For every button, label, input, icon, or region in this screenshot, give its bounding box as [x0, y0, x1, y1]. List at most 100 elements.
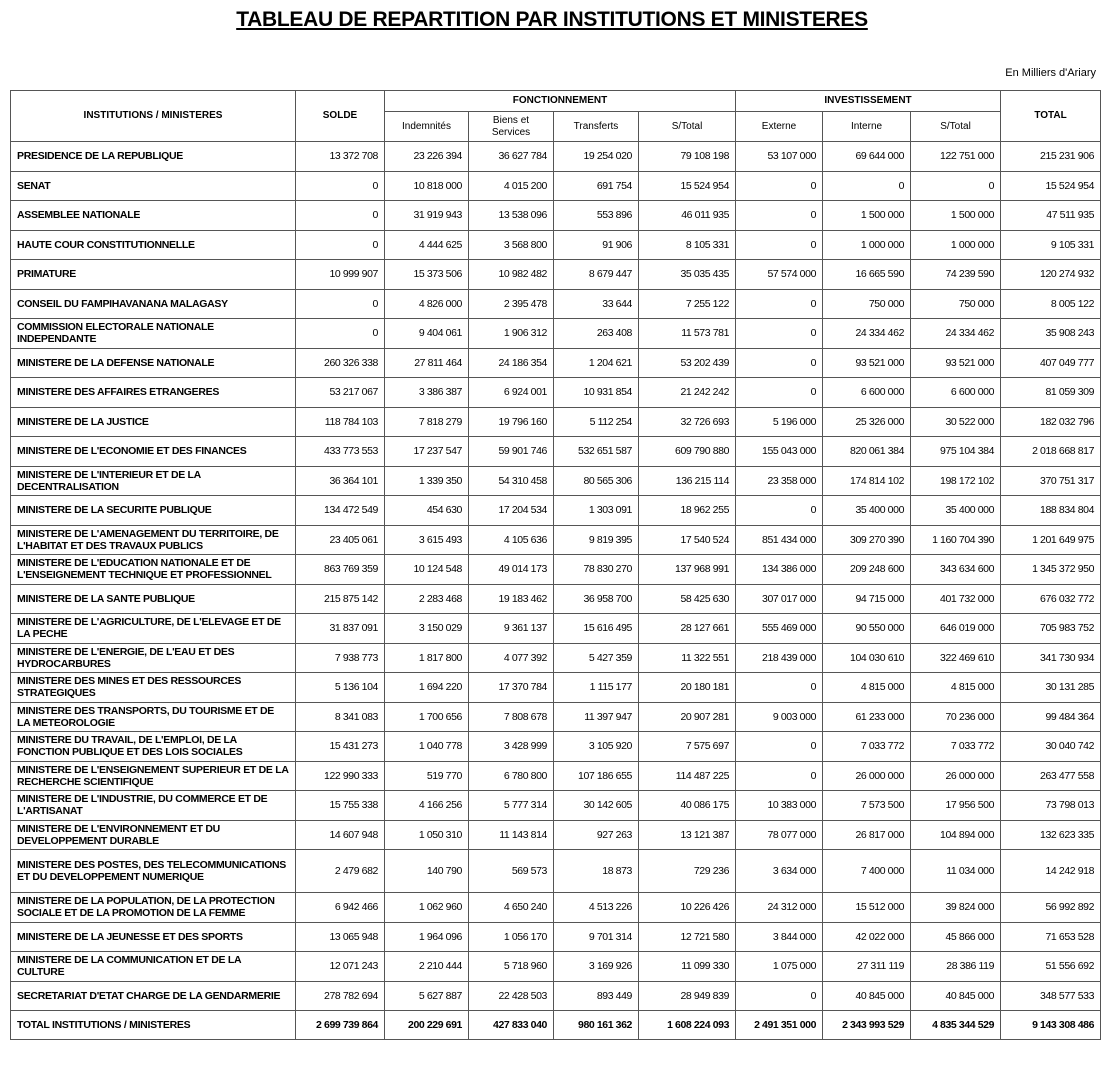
cell-transferts: 30 142 605	[553, 790, 639, 821]
cell-stotal-investissement: 39 824 000	[910, 892, 1002, 923]
cell-biens-services: 22 428 503	[468, 980, 554, 1011]
cell-transferts: 1 303 091	[553, 495, 639, 526]
cell-indemnites: 1 700 656	[384, 701, 469, 732]
cell-biens-services: 7 808 678	[468, 701, 554, 732]
cell-interne: 7 033 772	[822, 731, 912, 762]
cell-interne: 7 573 500	[822, 790, 912, 821]
cell-solde: 2 479 682	[295, 849, 385, 893]
cell-transferts: 553 896	[553, 200, 639, 231]
cell-transferts: 11 397 947	[553, 701, 639, 732]
cell-biens-services: 6 780 800	[468, 760, 554, 791]
cell-stotal-fonctionnement: 11 573 781	[637, 318, 737, 349]
cell-interne: 26 817 000	[822, 819, 912, 850]
cell-biens-services: 1 056 170	[468, 921, 554, 952]
cell-stotal-fonctionnement: 13 121 387	[637, 819, 737, 850]
cell-indemnites: 17 237 547	[384, 436, 469, 467]
cell-biens-services: 24 186 354	[468, 347, 554, 378]
cell-stotal-fonctionnement: 7 575 697	[637, 731, 737, 762]
cell-interne: 0	[822, 170, 912, 201]
cell-institution: MINISTERE DES MINES ET DES RESSOURCES ST…	[10, 672, 296, 703]
cell-stotal-investissement: 1 500 000	[910, 200, 1002, 231]
cell-biens-services: 19 183 462	[468, 583, 554, 614]
cell-indemnites: 2 283 468	[384, 583, 469, 614]
cell-total: 30 040 742	[1000, 731, 1102, 762]
cell-externe: 134 386 000	[735, 554, 824, 585]
cell-stotal-fonctionnement: 53 202 439	[637, 347, 737, 378]
cell-externe: 0	[735, 200, 824, 231]
cell-transferts: 5 427 359	[553, 642, 639, 673]
cell-solde: 0	[295, 318, 385, 349]
cell-solde: 7 938 773	[295, 642, 385, 673]
cell-biens-services: 3 568 800	[468, 229, 554, 260]
cell-transferts: 15 616 495	[553, 613, 639, 644]
cell-transferts: 1 115 177	[553, 672, 639, 703]
cell-externe: 3 844 000	[735, 921, 824, 952]
cell-biens-services: 9 361 137	[468, 613, 554, 644]
cell-stotal-investissement: 1 160 704 390	[910, 524, 1002, 555]
header-fonctionnement: FONCTIONNEMENT	[383, 90, 737, 112]
cell-interne: 16 665 590	[822, 259, 912, 290]
cell-total: 14 242 918	[1000, 849, 1102, 893]
cell-stotal-investissement: 11 034 000	[910, 849, 1002, 893]
cell-stotal-fonctionnement: 21 242 242	[637, 377, 737, 408]
cell-transferts: 80 565 306	[553, 465, 639, 496]
table-row: MINISTERE DE LA DEFENSE NATIONALE 260 326…	[10, 347, 1102, 378]
cell-total: 705 983 752	[1000, 613, 1102, 644]
cell-stotal-investissement: 35 400 000	[910, 495, 1002, 526]
cell-interne: 104 030 610	[822, 642, 912, 673]
cell-stotal-investissement: 4 835 344 529	[910, 1010, 1002, 1040]
cell-biens-services: 13 538 096	[468, 200, 554, 231]
cell-transferts: 78 830 270	[553, 554, 639, 585]
cell-externe: 3 634 000	[735, 849, 824, 893]
cell-indemnites: 4 166 256	[384, 790, 469, 821]
cell-transferts: 9 819 395	[553, 524, 639, 555]
header-externe: Externe	[735, 111, 824, 142]
cell-interne: 26 000 000	[822, 760, 912, 791]
cell-total: 182 032 796	[1000, 406, 1102, 437]
cell-total: 73 798 013	[1000, 790, 1102, 821]
cell-solde: 23 405 061	[295, 524, 385, 555]
cell-stotal-fonctionnement: 11 322 551	[637, 642, 737, 673]
cell-institution: MINISTERE DE LA POPULATION, DE LA PROTEC…	[10, 892, 296, 923]
cell-indemnites: 23 226 394	[384, 141, 469, 172]
table-row: MINISTERE DE LA JEUNESSE ET DES SPORTS 13…	[10, 921, 1102, 952]
cell-institution: PRESIDENCE DE LA REPUBLIQUE	[10, 141, 296, 172]
cell-externe: 1 075 000	[735, 951, 824, 982]
cell-transferts: 19 254 020	[553, 141, 639, 172]
cell-stotal-fonctionnement: 32 726 693	[637, 406, 737, 437]
cell-total: 9 143 308 486	[1000, 1010, 1102, 1040]
cell-institution: MINISTERE DE L'INTERIEUR ET DE LA DECENT…	[10, 465, 296, 496]
cell-solde: 215 875 142	[295, 583, 385, 614]
table-row: ASSEMBLEE NATIONALE 0 31 919 943 13 538 096…	[10, 200, 1102, 231]
table-row: CONSEIL DU FAMPIHAVANANA MALAGASY 0 4 826 …	[10, 288, 1102, 319]
header-biens-services: Biens et Services	[468, 111, 554, 142]
cell-total: 47 511 935	[1000, 200, 1102, 231]
cell-interne: 750 000	[822, 288, 912, 319]
cell-externe: 9 003 000	[735, 701, 824, 732]
cell-stotal-fonctionnement: 18 962 255	[637, 495, 737, 526]
cell-stotal-investissement: 28 386 119	[910, 951, 1002, 982]
table-row: HAUTE COUR CONSTITUTIONNELLE 0 4 444 625 3 …	[10, 229, 1102, 260]
cell-externe: 0	[735, 170, 824, 201]
table-row: PRESIDENCE DE LA REPUBLIQUE 13 372 708 23 …	[10, 141, 1102, 172]
cell-total: 8 005 122	[1000, 288, 1102, 319]
table-row: MINISTERE DE L'ENSEIGNEMENT SUPERIEUR ET…	[10, 760, 1102, 791]
cell-biens-services: 4 015 200	[468, 170, 554, 201]
table-row: PRIMATURE 10 999 907 15 373 506 10 982 482 8…	[10, 259, 1102, 290]
cell-biens-services: 1 906 312	[468, 318, 554, 349]
cell-transferts: 18 873	[553, 849, 639, 893]
cell-institution: MINISTERE DE L'AMENAGEMENT DU TERRITOIRE…	[10, 524, 296, 555]
cell-biens-services: 2 395 478	[468, 288, 554, 319]
cell-stotal-investissement: 1 000 000	[910, 229, 1002, 260]
cell-solde: 10 999 907	[295, 259, 385, 290]
cell-externe: 10 383 000	[735, 790, 824, 821]
cell-total: 30 131 285	[1000, 672, 1102, 703]
cell-stotal-investissement: 17 956 500	[910, 790, 1002, 821]
table-row: MINISTERE DES POSTES, DES TELECOMMUNICAT…	[10, 849, 1102, 893]
cell-total: 81 059 309	[1000, 377, 1102, 408]
cell-indemnites: 2 210 444	[384, 951, 469, 982]
cell-stotal-fonctionnement: 20 907 281	[637, 701, 737, 732]
cell-institution: MINISTERE DU TRAVAIL, DE L'EMPLOI, DE LA…	[10, 731, 296, 762]
cell-stotal-investissement: 7 033 772	[910, 731, 1002, 762]
cell-institution: SENAT	[10, 170, 296, 201]
